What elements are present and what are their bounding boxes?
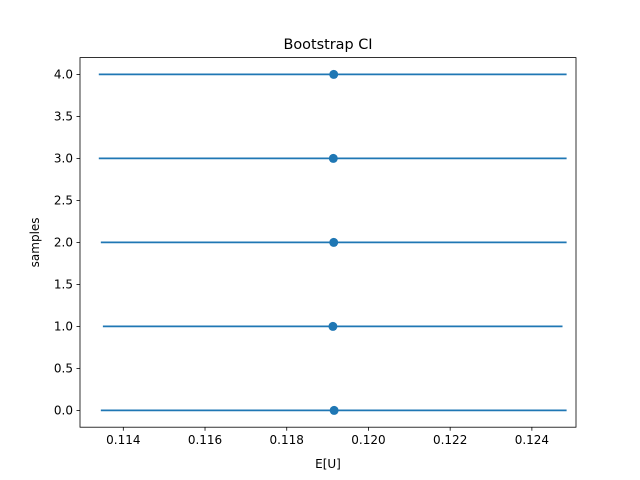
x-axis-label: E[U] xyxy=(315,457,341,471)
y-tick-label-0: 0.0 xyxy=(54,404,73,418)
estimate-point-4 xyxy=(329,69,339,79)
x-tick-label-0: 0.114 xyxy=(106,433,140,447)
y-axis-ticks: 0.0 0.5 1.0 1.5 2.0 2.5 3.0 3.5 4.0 xyxy=(54,68,80,418)
plot-frame xyxy=(79,57,577,428)
estimate-point-1 xyxy=(328,321,338,331)
y-tick-label-6: 3.0 xyxy=(54,152,73,166)
y-tick-label-4: 2.0 xyxy=(54,236,73,250)
y-tick-label-2: 1.0 xyxy=(54,320,73,334)
y-tick-label-5: 2.5 xyxy=(54,194,73,208)
estimate-point-2 xyxy=(329,237,339,247)
chart-title: Bootstrap CI xyxy=(284,37,373,53)
plot-marks xyxy=(98,69,567,415)
x-tick-label-3: 0.120 xyxy=(351,433,385,447)
y-tick-label-1: 0.5 xyxy=(54,362,73,376)
y-tick-label-3: 1.5 xyxy=(54,278,73,292)
x-tick-label-4: 0.122 xyxy=(433,433,467,447)
x-axis-ticks: 0.114 0.116 0.118 0.120 0.122 0.124 xyxy=(106,427,549,447)
y-tick-label-7: 3.5 xyxy=(54,110,73,124)
x-tick-label-1: 0.116 xyxy=(188,433,222,447)
y-axis-label: samples xyxy=(28,217,42,267)
x-tick-label-2: 0.118 xyxy=(270,433,304,447)
y-tick-label-8: 4.0 xyxy=(54,68,73,82)
x-tick-label-5: 0.124 xyxy=(515,433,549,447)
estimate-point-3 xyxy=(328,153,338,163)
estimate-point-0 xyxy=(329,405,339,415)
